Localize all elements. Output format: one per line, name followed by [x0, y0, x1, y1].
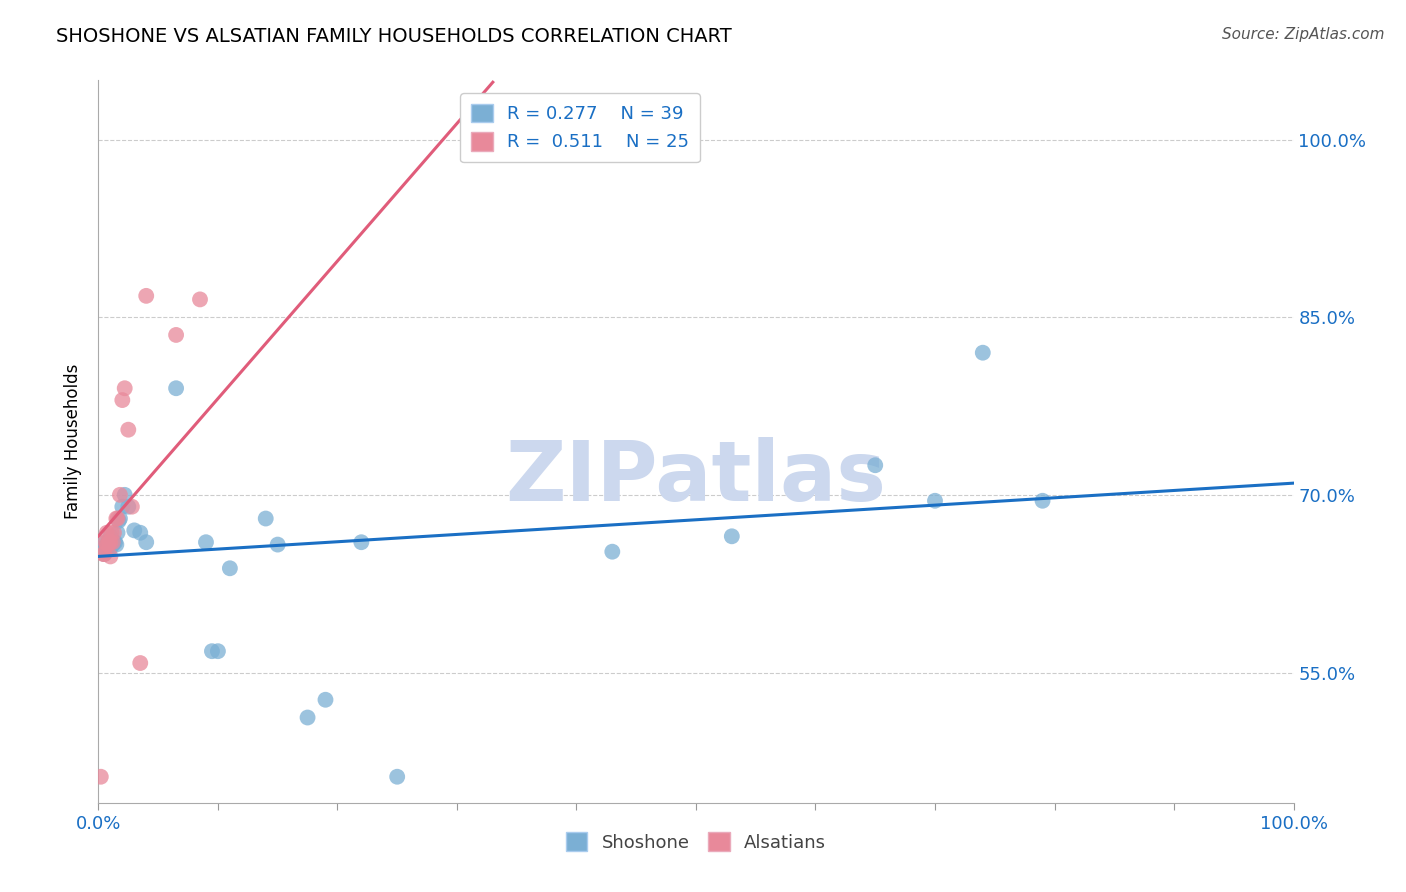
Point	[98, 529, 122, 543]
Point	[93, 547, 115, 561]
Point	[97, 535, 120, 549]
Point	[721, 529, 744, 543]
Point	[121, 500, 143, 514]
Point	[124, 524, 146, 538]
Point	[98, 535, 122, 549]
Point	[129, 525, 152, 540]
Point	[195, 535, 218, 549]
Point	[104, 535, 127, 549]
Point	[865, 458, 887, 473]
Point	[972, 345, 994, 359]
Point	[100, 535, 122, 549]
Point	[96, 541, 118, 556]
Point	[315, 692, 337, 706]
Point	[101, 535, 124, 549]
Point	[267, 538, 290, 552]
Point	[93, 547, 115, 561]
Point	[91, 541, 114, 556]
Point	[91, 547, 114, 561]
Point	[481, 145, 505, 159]
Point	[602, 544, 624, 558]
Point	[165, 381, 187, 395]
Point	[207, 644, 229, 658]
Point	[105, 511, 128, 525]
Point	[105, 538, 128, 552]
Point	[96, 538, 118, 552]
Point	[385, 770, 409, 784]
Point	[135, 289, 157, 303]
Text: ZIPatlas: ZIPatlas	[506, 437, 886, 518]
Point	[1032, 493, 1054, 508]
Point	[924, 493, 946, 508]
Point	[107, 511, 129, 525]
Legend: Shoshone, Alsatians: Shoshone, Alsatians	[558, 825, 834, 859]
Point	[117, 423, 139, 437]
Point	[108, 488, 131, 502]
Y-axis label: Family Households: Family Households	[65, 364, 83, 519]
Point	[103, 525, 125, 540]
Point	[97, 538, 120, 552]
Point	[103, 535, 125, 549]
Point	[98, 541, 121, 556]
Point	[96, 525, 118, 540]
Point	[111, 500, 134, 514]
Point	[94, 535, 117, 549]
Point	[350, 535, 373, 549]
Point	[108, 511, 131, 525]
Point	[94, 535, 117, 549]
Point	[101, 538, 124, 552]
Point	[90, 770, 112, 784]
Point	[107, 525, 129, 540]
Point	[114, 381, 136, 395]
Point	[98, 535, 121, 549]
Point	[201, 644, 224, 658]
Point	[98, 541, 122, 556]
Point	[129, 656, 152, 670]
Point	[98, 549, 122, 564]
Point	[135, 535, 157, 549]
Text: SHOSHONE VS ALSATIAN FAMILY HOUSEHOLDS CORRELATION CHART: SHOSHONE VS ALSATIAN FAMILY HOUSEHOLDS C…	[56, 27, 733, 45]
Point	[165, 327, 187, 342]
Point	[100, 525, 122, 540]
Point	[117, 500, 139, 514]
Point	[297, 710, 319, 724]
Point	[114, 488, 136, 502]
Point	[111, 393, 134, 408]
Point	[188, 293, 211, 307]
Text: Source: ZipAtlas.com: Source: ZipAtlas.com	[1222, 27, 1385, 42]
Point	[219, 561, 242, 575]
Point	[107, 514, 129, 528]
Point	[254, 511, 277, 525]
